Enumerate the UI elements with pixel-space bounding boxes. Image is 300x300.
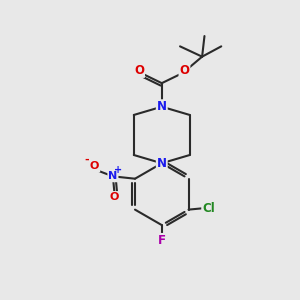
Text: O: O [90,161,99,171]
Text: O: O [134,64,144,77]
Text: N: N [157,100,167,113]
Text: -: - [84,154,89,165]
Text: +: + [114,165,122,175]
Text: Cl: Cl [202,202,215,215]
Text: N: N [157,157,167,170]
Text: O: O [110,192,119,202]
Text: N: N [108,171,118,182]
Text: O: O [179,64,190,77]
Text: F: F [158,234,166,247]
